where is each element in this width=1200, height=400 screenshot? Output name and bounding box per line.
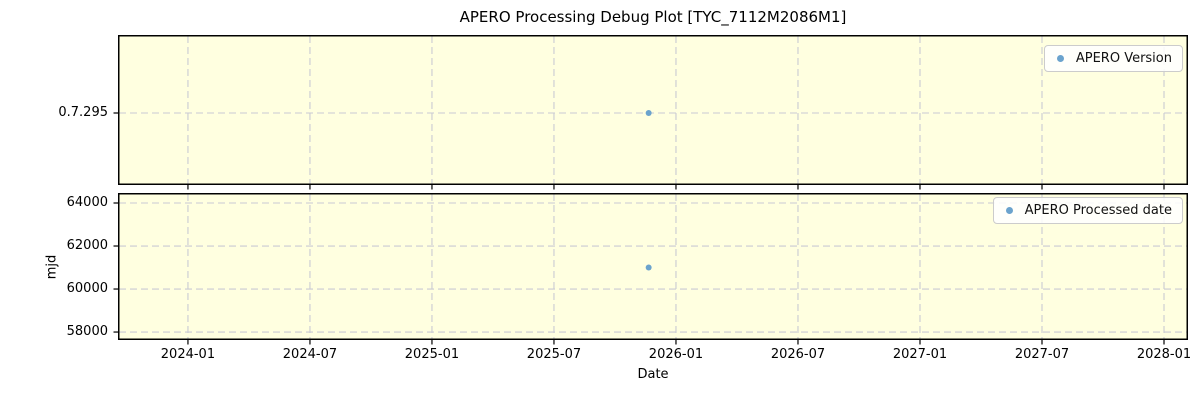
scatter-marker-icon xyxy=(1056,55,1064,62)
axes-apero-processed-date: APERO Processed date xyxy=(113,193,1188,345)
y-axis-label-mjd: mjd xyxy=(44,254,60,280)
data-point xyxy=(645,264,652,271)
scatter-marker-icon xyxy=(1005,207,1013,214)
x-tick-label: 2025-01 xyxy=(404,347,460,362)
y-tick-label: 58000 xyxy=(66,324,108,340)
y-tick-label: 62000 xyxy=(66,238,108,253)
y-tick-label: 60000 xyxy=(66,281,108,297)
axes-apero-version: APERO Version xyxy=(113,35,1188,190)
plot-title: APERO Processing Debug Plot [TYC_7112M20… xyxy=(459,8,847,26)
x-tick-label: 2025-07 xyxy=(526,347,582,362)
data-point xyxy=(645,110,652,116)
legend-label: APERO Version xyxy=(1075,51,1172,66)
x-tick-label: 2027-07 xyxy=(1014,347,1070,362)
x-tick-label: 2026-07 xyxy=(770,347,826,362)
x-axis-label-date: Date xyxy=(637,367,669,382)
y-tick-label: 64000 xyxy=(66,195,108,210)
legend-apero-processed-date: APERO Processed date xyxy=(992,197,1183,224)
x-tick-label: 2024-01 xyxy=(160,347,216,362)
x-tick-label: 2028-01 xyxy=(1136,347,1192,362)
version-scatter-plot xyxy=(113,35,1188,190)
x-tick-label: 2026-01 xyxy=(648,347,704,362)
legend-label: APERO Processed date xyxy=(1024,203,1172,218)
x-tick-label: 2024-07 xyxy=(282,347,338,362)
legend-apero-version: APERO Version xyxy=(1043,45,1183,72)
y-tick-label: 0.7.295 xyxy=(58,105,108,120)
x-tick-label: 2027-01 xyxy=(892,347,948,362)
axes-spines xyxy=(118,193,1188,340)
processed-date-scatter-plot xyxy=(113,193,1188,345)
axes-spines xyxy=(118,35,1188,185)
